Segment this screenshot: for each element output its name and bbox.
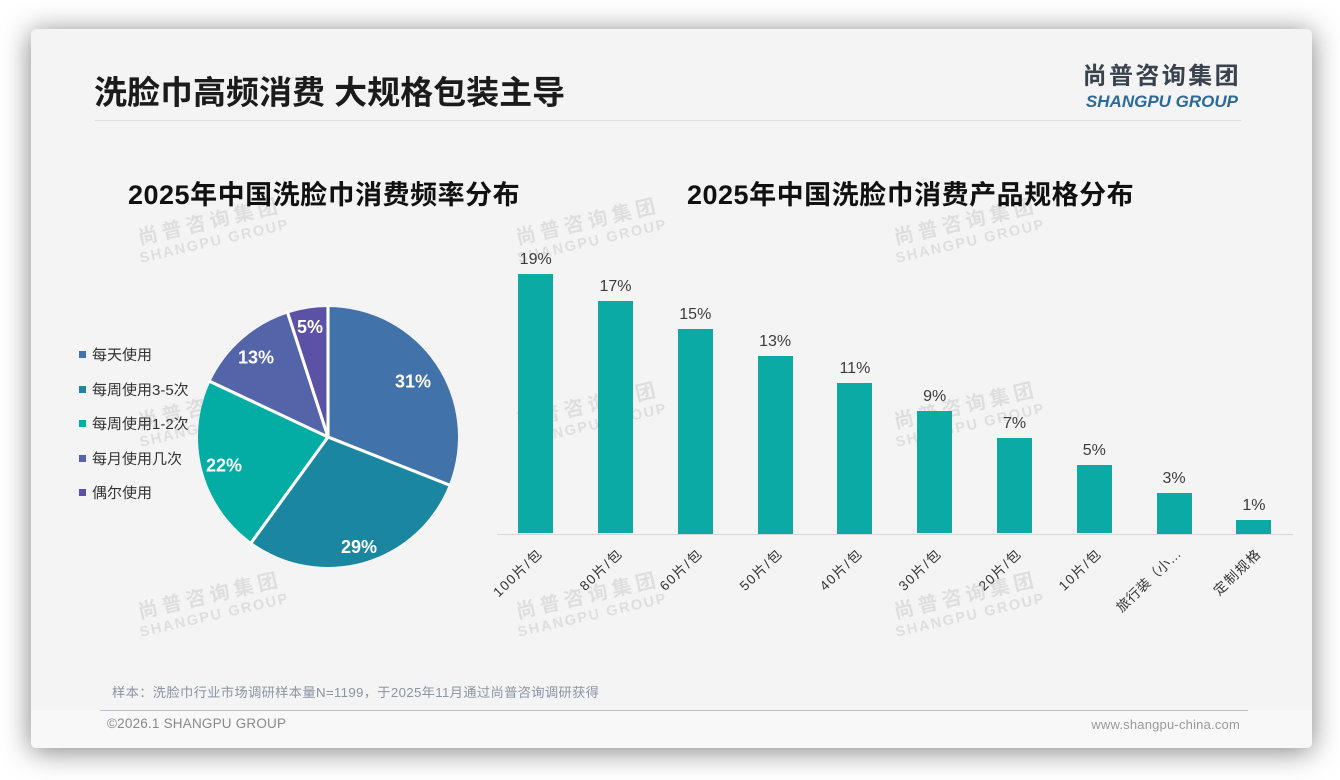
svg-text:29%: 29% xyxy=(341,537,377,557)
svg-text:22%: 22% xyxy=(206,456,242,476)
svg-text:13%: 13% xyxy=(238,348,274,368)
svg-text:5%: 5% xyxy=(297,317,323,337)
svg-text:31%: 31% xyxy=(395,372,431,392)
